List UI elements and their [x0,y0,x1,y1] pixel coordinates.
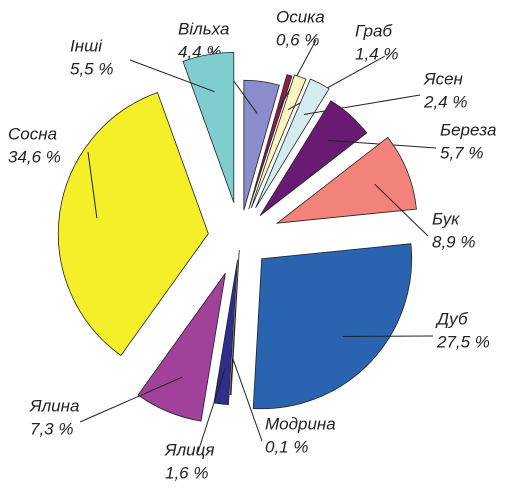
pie-slice [259,100,368,217]
leader-line [303,94,421,116]
value-label: 1,4 % [355,44,398,63]
pie-slice [137,272,226,422]
value-label: 8,9 % [432,232,475,251]
value-label: 0,6 % [276,30,319,49]
category-label: Бук [432,209,460,228]
pie-slice [248,74,293,210]
category-label: Інші [70,36,103,55]
category-label: Вільха [178,19,229,38]
pie-slice [275,136,417,224]
leader-line [374,183,429,237]
pie-slice [250,74,307,209]
value-label: 7,3 % [30,419,73,438]
leader-line [129,59,215,93]
leader-line [87,151,98,219]
category-label: Береза [440,120,496,139]
leader-line [79,376,183,423]
value-label: 0,1 % [265,437,308,456]
value-label: 2,4 % [423,92,467,111]
category-label: Граб [355,21,393,40]
leader-line [232,358,263,442]
value-label: 27,5 % [436,332,490,351]
category-label: Осика [276,7,325,26]
leader-line [197,367,226,453]
category-label: Ясен [423,69,464,88]
category-label: Ялиця [164,440,214,459]
leader-line [278,39,317,110]
category-label: Сосна [8,124,57,143]
category-label: Ялина [29,396,79,415]
pie-slice [57,91,209,357]
value-label: 5,7 % [440,143,483,162]
pie-slice [243,79,280,211]
pie-slice [252,243,412,410]
category-label: Дуб [435,309,469,328]
leader-line [342,335,434,338]
value-label: 5,5 % [70,59,113,78]
value-label: 34,6 % [8,147,61,166]
pie-slice [182,52,235,203]
value-label: 1,6 % [165,463,208,482]
pie-slice [229,249,240,396]
pie-slice [255,78,330,209]
category-label: Модрина [265,414,336,433]
